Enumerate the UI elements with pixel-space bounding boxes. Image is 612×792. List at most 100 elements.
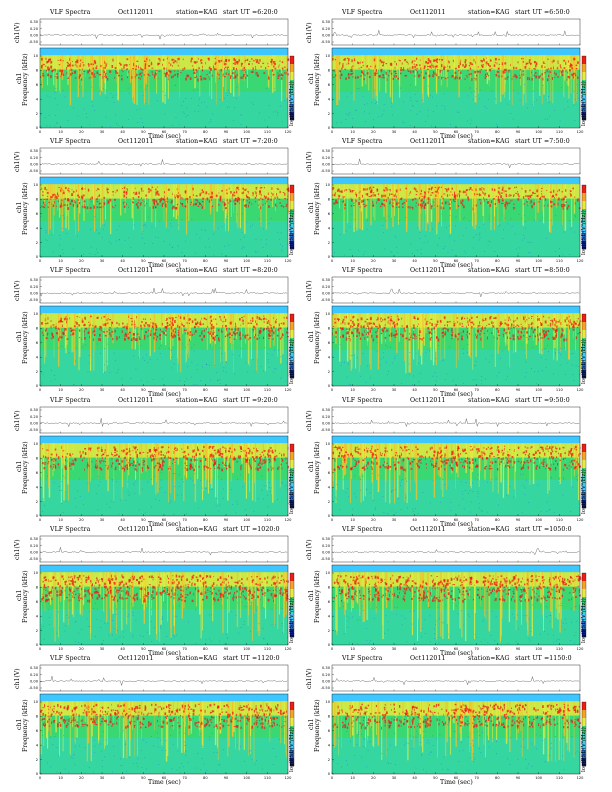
high-psd-speck: [508, 316, 510, 320]
high-psd-speck: [256, 466, 258, 470]
sferic-streak: [41, 55, 43, 88]
high-psd-speck: [493, 317, 495, 319]
high-psd-speck: [509, 187, 511, 189]
low-psd-speck: [548, 351, 549, 352]
high-psd-speck: [187, 74, 190, 78]
high-psd-speck: [378, 323, 380, 327]
high-psd-speck: [128, 206, 130, 208]
colorbar-segment: [582, 96, 586, 105]
low-psd-speck: [420, 253, 422, 255]
high-psd-speck: [573, 58, 576, 60]
high-psd-speck: [563, 204, 565, 207]
low-psd-speck: [506, 103, 508, 105]
high-psd-speck: [236, 186, 238, 189]
high-psd-speck: [448, 61, 450, 64]
high-psd-speck: [404, 74, 407, 77]
high-psd-speck: [349, 338, 351, 342]
sferic-streak: [265, 184, 267, 230]
high-psd-speck: [271, 196, 272, 198]
low-psd-speck: [559, 248, 560, 249]
sferic-streak: [215, 443, 217, 498]
high-psd-speck: [129, 464, 131, 467]
high-psd-speck: [155, 325, 158, 329]
high-psd-speck: [262, 459, 264, 462]
low-psd-speck: [252, 224, 253, 226]
low-psd-speck: [172, 124, 173, 126]
low-psd-speck: [408, 363, 410, 365]
high-psd-speck: [499, 192, 501, 196]
low-psd-speck: [251, 101, 252, 103]
high-psd-speck: [495, 203, 497, 206]
low-psd-speck: [469, 87, 471, 88]
high-psd-speck: [401, 325, 403, 328]
high-psd-speck: [46, 334, 48, 336]
high-psd-speck: [575, 74, 577, 77]
high-psd-speck: [357, 325, 359, 327]
high-psd-speck: [466, 75, 468, 77]
high-psd-speck: [233, 332, 236, 335]
high-psd-speck: [467, 320, 469, 324]
high-psd-speck: [122, 467, 124, 469]
high-psd-speck: [240, 467, 242, 471]
high-psd-speck: [159, 333, 161, 337]
low-psd-speck: [425, 352, 427, 354]
high-psd-speck: [132, 445, 134, 448]
low-psd-speck: [280, 356, 282, 358]
high-psd-speck: [220, 59, 223, 62]
low-psd-speck: [279, 105, 281, 107]
high-psd-speck: [477, 329, 479, 333]
high-psd-speck: [269, 334, 271, 337]
high-psd-speck: [415, 57, 418, 60]
low-psd-speck: [363, 254, 364, 256]
high-psd-speck: [507, 327, 510, 330]
high-psd-speck: [242, 320, 244, 322]
high-psd-speck: [209, 315, 212, 318]
freq-tick-label: 2: [328, 241, 330, 245]
high-psd-speck: [551, 196, 554, 198]
high-psd-speck: [65, 335, 67, 337]
low-psd-speck: [488, 218, 490, 220]
low-psd-speck: [50, 381, 52, 382]
high-psd-speck: [274, 330, 276, 332]
high-psd-speck: [60, 75, 62, 77]
panel-station: station=KAG: [176, 397, 218, 404]
high-psd-speck: [335, 331, 337, 334]
colorbar-segment: [290, 330, 294, 339]
high-psd-speck: [208, 193, 210, 196]
high-psd-speck: [255, 456, 256, 459]
high-psd-speck: [210, 468, 212, 470]
high-psd-speck: [517, 336, 519, 339]
high-psd-speck: [171, 75, 173, 79]
high-psd-speck: [136, 453, 138, 457]
high-psd-speck: [98, 188, 100, 191]
low-psd-speck: [392, 114, 393, 116]
high-psd-speck: [332, 332, 334, 336]
high-psd-speck: [484, 318, 487, 321]
high-psd-speck: [195, 322, 197, 326]
low-psd-speck: [87, 371, 89, 373]
low-psd-speck: [374, 103, 376, 104]
high-psd-speck: [401, 67, 402, 70]
high-psd-speck: [55, 194, 57, 198]
sferic-streak: [475, 184, 477, 225]
high-psd-speck: [350, 319, 352, 322]
waveform-tick-label: 0.20: [322, 27, 331, 31]
low-psd-speck: [575, 365, 577, 366]
high-psd-speck: [84, 323, 86, 326]
high-psd-speck: [239, 318, 241, 321]
high-psd-speck: [458, 193, 461, 195]
high-psd-speck: [481, 60, 483, 63]
high-psd-speck: [236, 67, 237, 71]
sferic-streak: [59, 55, 62, 77]
high-psd-speck: [505, 323, 507, 326]
high-psd-speck: [223, 202, 226, 205]
high-psd-speck: [174, 196, 177, 199]
high-psd-speck: [145, 331, 147, 334]
high-psd-speck: [140, 68, 143, 70]
high-psd-speck: [136, 334, 138, 336]
high-psd-speck: [123, 449, 126, 451]
high-psd-speck: [547, 330, 550, 332]
colorbar-segment: [582, 314, 586, 323]
high-psd-speck: [40, 322, 43, 325]
high-psd-speck: [167, 456, 169, 459]
